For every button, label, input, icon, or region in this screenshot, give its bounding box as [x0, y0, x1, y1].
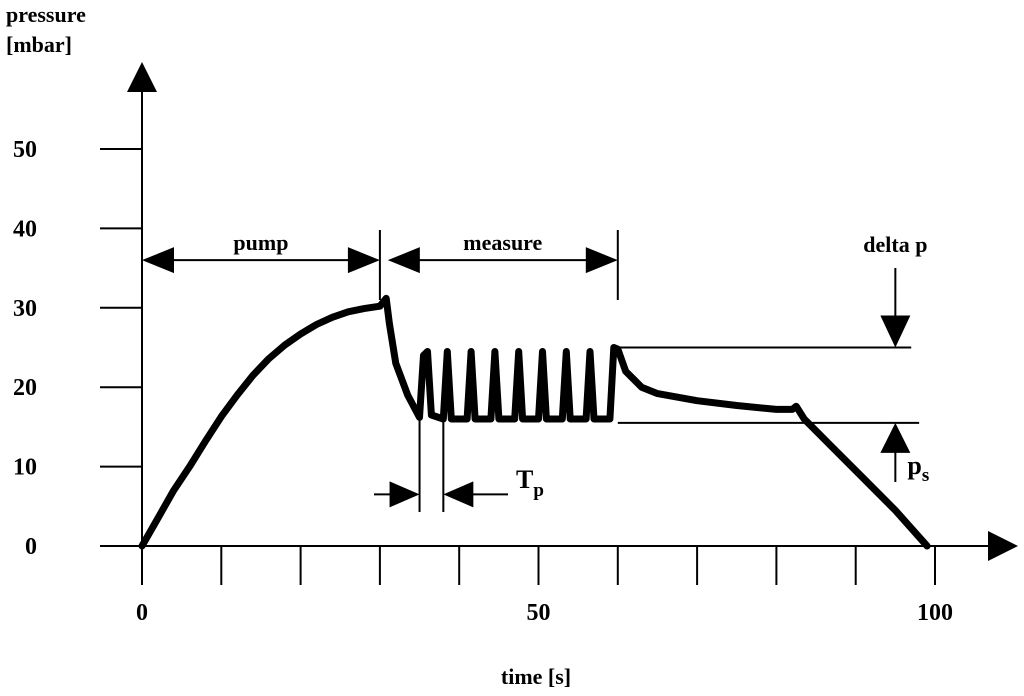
x-tick-label: 0 — [136, 600, 148, 626]
y-tick-label: 0 — [25, 534, 37, 560]
y-tick-label: 30 — [13, 296, 37, 322]
t-p-right-arrowhead — [443, 481, 474, 508]
phase-markers — [378, 230, 619, 300]
x-ticks: 0 50 100 — [136, 546, 953, 626]
pump-arrowhead-left — [142, 247, 174, 274]
y-axis-label-line2: [mbar] — [6, 32, 72, 57]
p-s-label: ps — [907, 451, 929, 486]
measure-arrowhead-left — [387, 247, 420, 274]
measure-label: measure — [463, 230, 542, 255]
x-axis-label: time [s] — [501, 664, 571, 689]
y-tick-label: 40 — [13, 216, 37, 242]
pump-label: pump — [233, 230, 288, 255]
y-tick-label: 20 — [13, 375, 37, 401]
pump-arrowhead-right — [347, 247, 380, 274]
t-p-annotation — [374, 418, 508, 512]
t-p-label: Tp — [516, 465, 544, 501]
t-p-main: T — [516, 465, 533, 494]
p-s-subscript: s — [922, 465, 929, 486]
x-tick-label: 100 — [917, 600, 953, 626]
p-s-main: p — [907, 451, 921, 480]
x-axis-arrowhead — [988, 531, 1018, 561]
reference-lines — [617, 346, 920, 424]
y-tick-label: 10 — [13, 455, 37, 481]
x-tick-label: 50 — [527, 600, 551, 626]
y-axis-label-line1: pressure — [6, 2, 86, 27]
y-tick-label: 50 — [13, 137, 37, 163]
measure-arrowhead-right — [585, 247, 618, 274]
t-p-subscript: p — [533, 480, 544, 501]
y-ticks: 0 10 20 30 40 50 — [13, 137, 142, 560]
p-s-arrowhead — [880, 422, 911, 453]
pressure-curve — [138, 294, 931, 550]
t-p-left-arrowhead — [389, 481, 420, 508]
delta-p-arrowhead — [880, 315, 911, 348]
delta-p-label: delta p — [863, 232, 927, 257]
y-axis-arrowhead — [127, 62, 157, 92]
